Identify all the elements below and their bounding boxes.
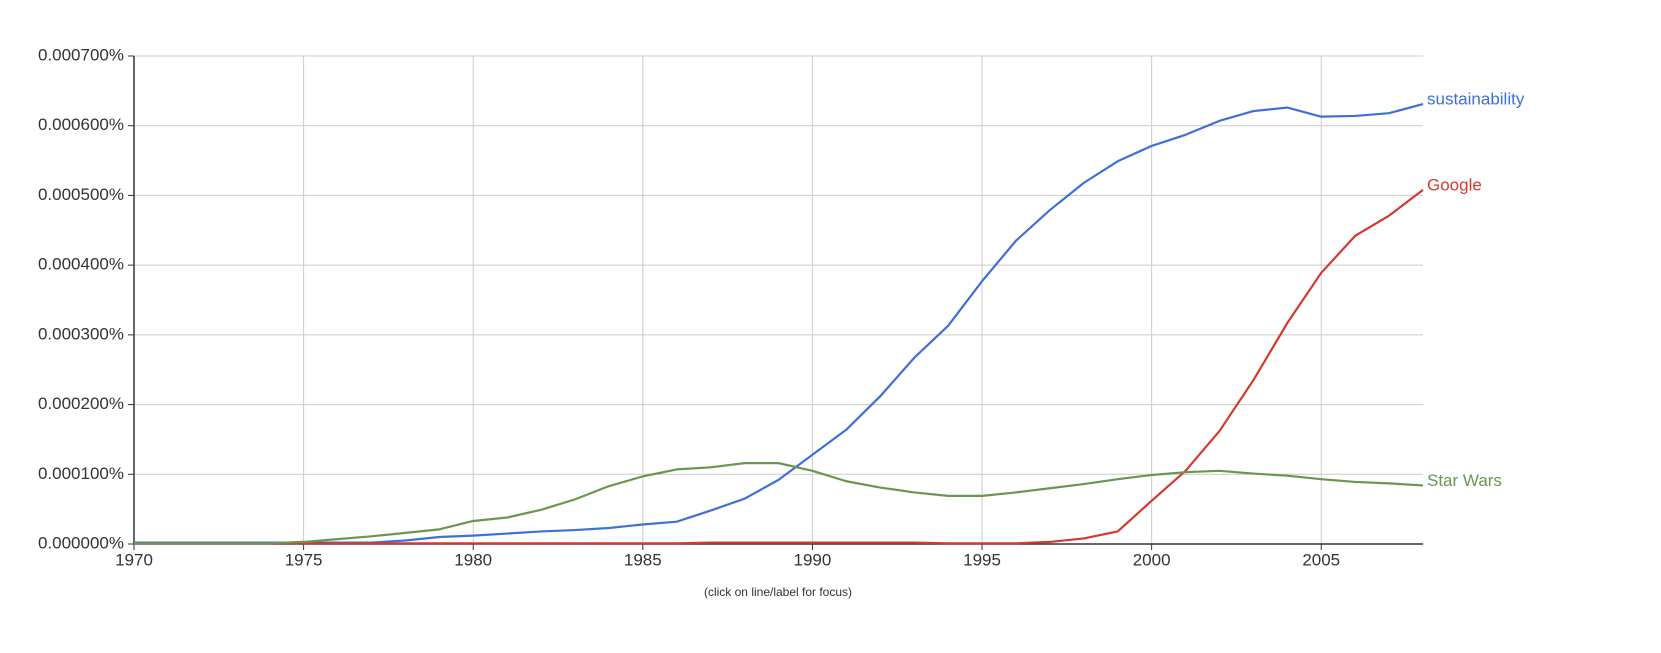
series-label[interactable]: Google [1427, 175, 1482, 194]
y-tick-label: 0.000700% [38, 45, 124, 64]
y-tick-label: 0.000000% [38, 533, 124, 552]
series-line[interactable] [134, 188, 1424, 545]
x-tick-label: 1985 [624, 550, 662, 569]
x-tick-label: 1970 [115, 550, 153, 569]
series-line[interactable] [134, 462, 1424, 545]
y-tick-label: 0.000100% [38, 464, 124, 483]
x-tick-label: 2005 [1302, 550, 1340, 569]
series-label[interactable]: Star Wars [1427, 471, 1502, 490]
x-tick-label: 1980 [454, 550, 492, 569]
y-tick-label: 0.000500% [38, 185, 124, 204]
x-tick-label: 2000 [1133, 550, 1171, 569]
y-tick-label: 0.000300% [38, 324, 124, 343]
x-tick-label: 1975 [285, 550, 323, 569]
y-tick-label: 0.000400% [38, 255, 124, 274]
x-tick-label: 1995 [963, 550, 1001, 569]
series-label[interactable]: sustainability [1427, 90, 1525, 109]
x-tick-label: 1990 [794, 550, 832, 569]
series-line[interactable] [134, 103, 1424, 544]
y-tick-label: 0.000200% [38, 394, 124, 413]
footer-note: (click on line/label for focus) [704, 585, 852, 599]
y-tick-label: 0.000600% [38, 115, 124, 134]
